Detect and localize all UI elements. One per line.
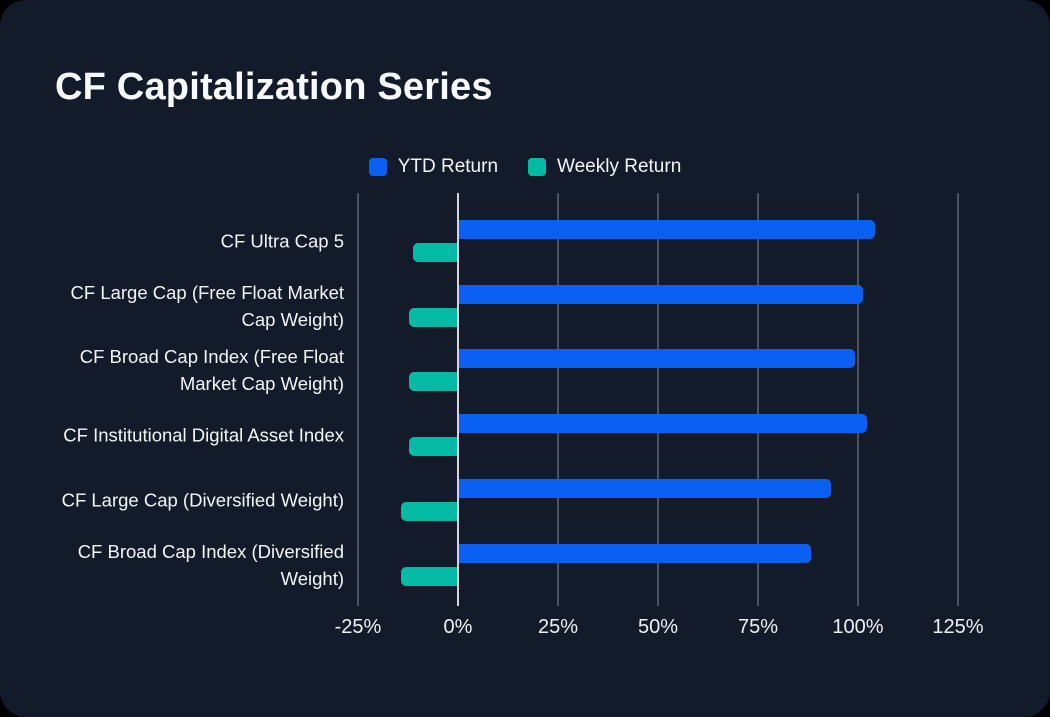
legend-label-ytd: YTD Return	[397, 156, 499, 177]
bar-weekly-return	[413, 243, 457, 262]
category-label: CF Institutional Digital Asset Index	[63, 424, 344, 446]
bar-ytd-return	[459, 349, 855, 369]
chart-legend: YTD Return Weekly Return	[0, 156, 1050, 178]
zero-axis-line	[457, 193, 459, 606]
x-tick-label--25: -25%	[334, 616, 382, 638]
gridline-75	[757, 193, 759, 606]
bar-ytd-return	[459, 414, 867, 434]
bar-ytd-return	[459, 220, 875, 239]
gridline-125	[957, 193, 959, 606]
bar-weekly-return	[401, 566, 457, 586]
gridline-50	[657, 193, 659, 606]
category-label: CF Large Cap (Diversified Weight)	[61, 489, 344, 511]
bar-weekly-return	[409, 372, 457, 392]
chart-title: CF Capitalization Series	[55, 66, 493, 108]
bar-weekly-return	[409, 437, 457, 457]
x-tick-label-0: 0%	[443, 616, 473, 638]
bar-ytd-return	[459, 478, 831, 498]
legend-label-weekly: Weekly Return	[557, 156, 682, 177]
category-label: CF Ultra Cap 5	[220, 230, 344, 252]
legend-swatch-weekly-icon	[528, 158, 547, 176]
x-tick-label-125: 125%	[932, 616, 984, 638]
category-label: CF Broad Cap Index (Free Float Market Ca…	[79, 346, 344, 395]
x-tick-label-100: 100%	[832, 616, 884, 638]
gridline-100	[857, 193, 859, 606]
bar-ytd-return	[459, 284, 863, 304]
gridline-25	[557, 193, 559, 606]
bar-weekly-return	[409, 307, 457, 327]
x-tick-label-50: 50%	[637, 616, 679, 638]
category-label: CF Broad Cap Index (Diversified Weight)	[77, 540, 344, 589]
x-tick-label-75: 75%	[737, 616, 779, 638]
category-label: CF Large Cap (Free Float Market Cap Weig…	[70, 281, 344, 330]
legend-swatch-ytd-icon	[368, 158, 387, 176]
legend-item-ytd-return[interactable]: YTD Return	[368, 156, 499, 178]
legend-item-weekly-return[interactable]: Weekly Return	[528, 156, 681, 178]
bar-ytd-return	[459, 543, 811, 563]
bar-weekly-return	[401, 501, 457, 521]
x-tick-label-25: 25%	[537, 616, 579, 638]
gridline--25	[357, 193, 359, 606]
